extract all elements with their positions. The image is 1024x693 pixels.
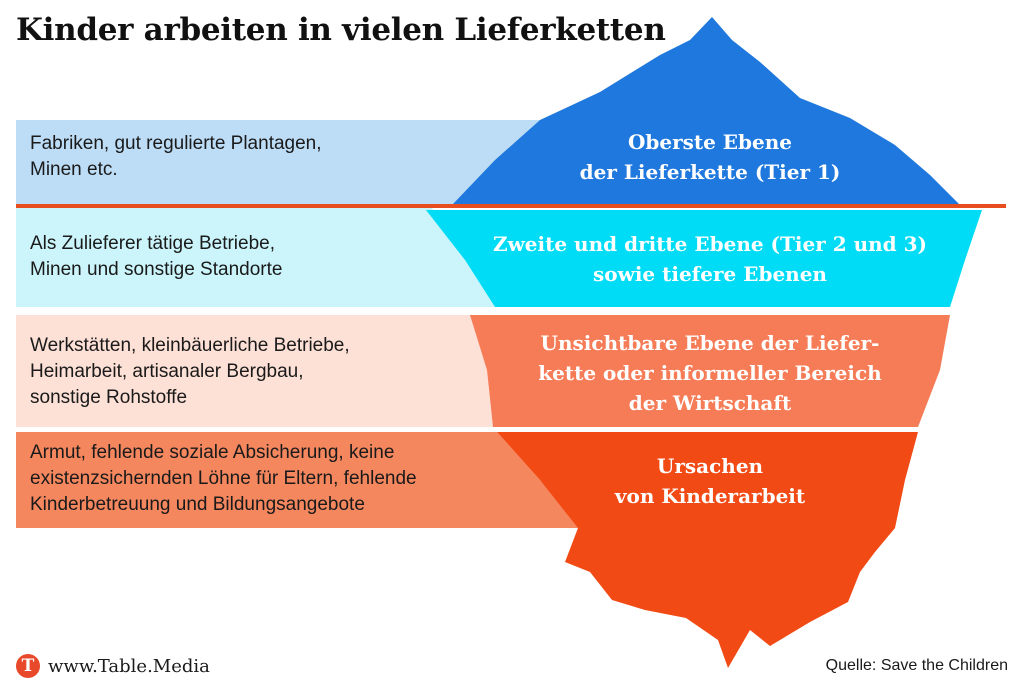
band-hidden (16, 315, 493, 427)
page-title: Kinder arbeiten in vielen Lieferketten (16, 12, 666, 48)
band-text-tier2: Als Zulieferer tätige Betriebe, Minen un… (30, 233, 283, 280)
berg-label-tier1: Oberste Ebene der Lieferkette (Tier 1) (579, 130, 841, 184)
berg-label-hidden: Unsichtbare Ebene der Liefer- kette oder… (538, 331, 882, 415)
waterline (16, 204, 1006, 208)
footer-brand: T www.Table.Media (16, 654, 210, 678)
iceberg-tier1 (452, 17, 960, 205)
source-note: Quelle: Save the Children (825, 657, 1008, 674)
band-text-tier1: Fabriken, gut regulierte Plantagen, Mine… (30, 133, 322, 180)
band-tier2 (16, 208, 495, 307)
berg-label-tier2: Zweite und dritte Ebene (Tier 2 und 3) s… (492, 232, 927, 286)
iceberg-causes (497, 432, 918, 668)
band-text-causes: Armut, fehlende soziale Absicherung, kei… (30, 442, 417, 515)
band-tier1 (16, 120, 540, 205)
band-text-hidden: Werkstätten, kleinbäuerliche Betriebe, H… (30, 335, 350, 408)
iceberg-tier2 (426, 210, 982, 307)
table-media-logo-icon: T (16, 654, 40, 678)
berg-label-causes: Ursachen von Kinderarbeit (614, 454, 806, 508)
iceberg-hidden (470, 315, 950, 427)
band-causes (16, 432, 582, 528)
website-link[interactable]: www.Table.Media (48, 655, 210, 677)
